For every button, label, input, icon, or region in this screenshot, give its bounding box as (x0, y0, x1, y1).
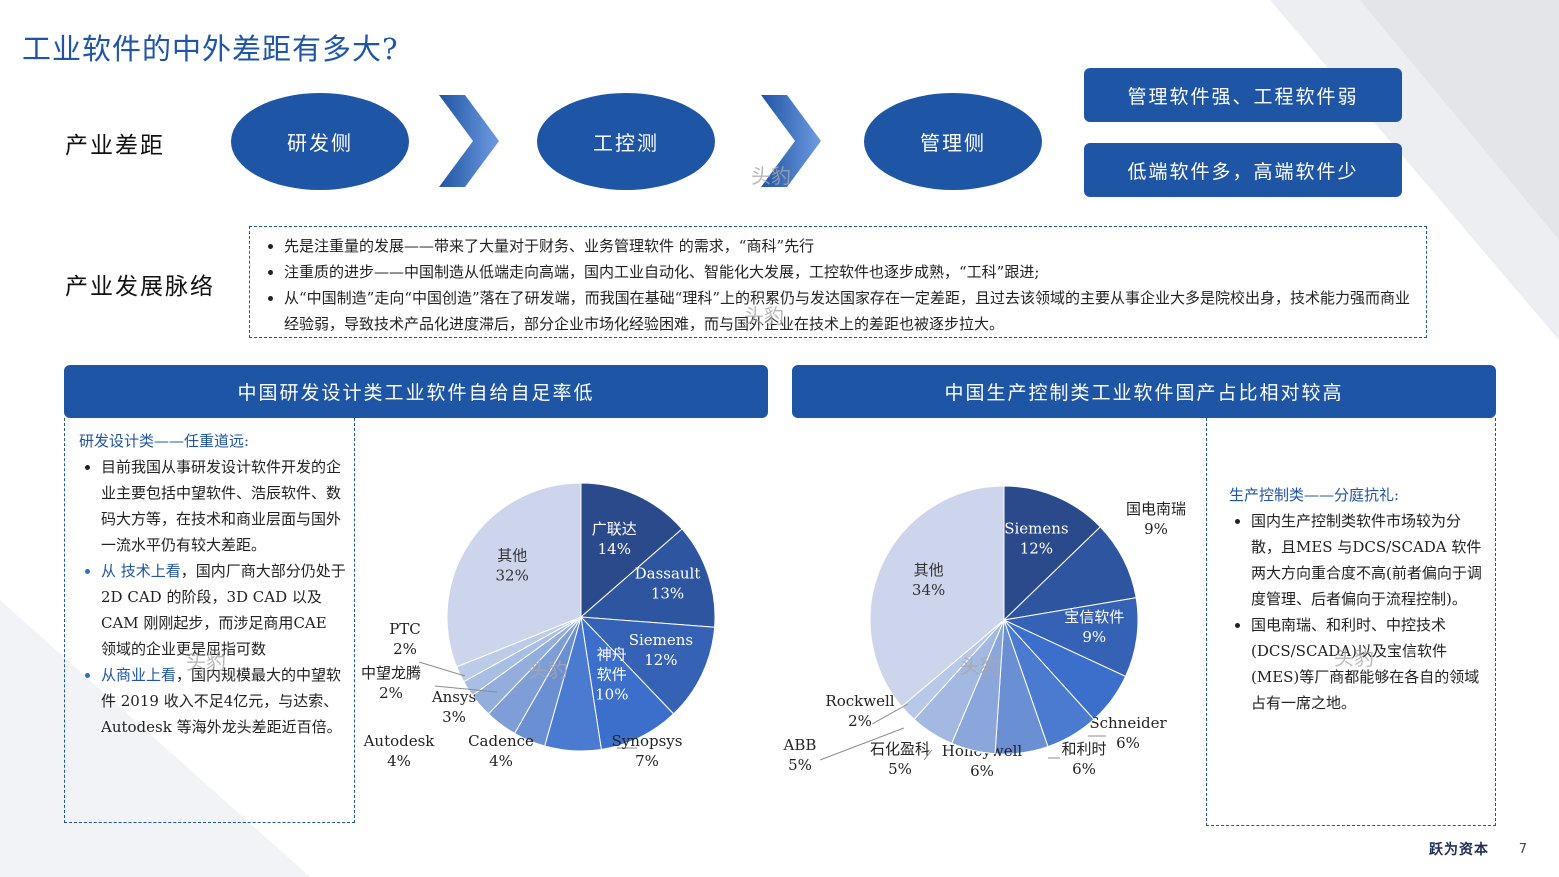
rd-heading: 研发设计类——任重道远: (79, 432, 250, 450)
rd-item-1-text: 目前我国从事研发设计软件开发的企业主要包括中望软件、浩辰软件、数码大方等，在技术… (101, 458, 342, 554)
control-text-panel: 生产控制类——分庭抗礼: 国内生产控制类软件市场较为分散，且MES 与DCS/S… (1206, 418, 1496, 826)
slice-label: Siemens 12% (629, 631, 693, 669)
slice-label: PTC 2% (389, 620, 421, 658)
control-heading: 生产控制类——分庭抗礼: (1229, 486, 1400, 504)
watermark: 头豹 (960, 654, 1000, 678)
pie-slice (446, 482, 582, 668)
watermark: 头豹 (744, 304, 784, 328)
brand-logo: 跃为资本 (1429, 842, 1489, 858)
slice-label: 广联达 14% (592, 520, 637, 558)
control-item-2: 国电南瑞、和利时、中控技术(DCS/SCADA)以及宝信软件 (MES)等厂商都… (1251, 612, 1487, 716)
pie-slice (1003, 485, 1102, 622)
watermark: 头豹 (186, 650, 226, 674)
pie-slice (869, 485, 1005, 708)
page-number: 7 (1518, 842, 1527, 857)
slice-label: 其他 32% (496, 546, 529, 584)
development-row-label: 产业发展脉络 (65, 274, 215, 300)
rd-software-pie-chart: 广联达 14% Dassault 13% Siemens 12%神舟软件 10% Synops… (361, 482, 716, 770)
pie-slice (579, 528, 716, 628)
leader-line (923, 749, 933, 761)
control-item-1: 国内生产控制类软件市场较为分散，且MES 与DCS/SCADA 软件两大方向重合… (1251, 508, 1487, 612)
slice-label: Rockwell 2% (825, 692, 894, 730)
leader-line (434, 685, 498, 693)
pie-slice (1002, 597, 1139, 678)
rd-item-3-highlight: 从商业上看 (101, 666, 177, 684)
chevron-right-icon (761, 95, 821, 187)
slice-label: Siemens 12% (1004, 520, 1068, 558)
slice-label: 神舟软件 10% (595, 646, 628, 704)
watermark: 头豹 (528, 658, 568, 682)
slice-label: 中望龙腾 2% (361, 664, 421, 702)
watermark: 头豹 (1334, 646, 1374, 670)
slice-label: 其他 34% (912, 561, 945, 599)
stage-rd: 研发侧 (231, 93, 409, 190)
development-bullets: 先是注重量的发展——带来了大量对于财务、业务管理软件 的需求，“商科”先行 注重… (249, 226, 1427, 338)
slice-label: 宝信软件 9% (1064, 608, 1124, 646)
right-banner: 中国生产控制类工业软件国产占比相对较高 (792, 365, 1496, 418)
conclusion-box-1: 管理软件强、工程软件弱 (1084, 68, 1402, 122)
pie-slice (580, 615, 675, 751)
chevron-right-icon (439, 95, 499, 187)
rd-item-3: 从商业上看，国内规模最大的中望软件 2019 收入不足4亿元，与达索、Autod… (101, 662, 346, 740)
slice-label: Ansys 3% (431, 688, 476, 726)
slice-label: Autodesk 4% (363, 732, 436, 770)
slice-label: 石化盈科 5% (870, 740, 930, 778)
conclusion-box-2: 低端软件多，高端软件少 (1084, 143, 1402, 197)
control-software-pie-chart: Siemens12%国电南瑞9%宝信软件9%Schneider6%和利时6%Ho… (783, 485, 1186, 780)
leader-line (871, 703, 909, 725)
slice-label: Dassault 13% (635, 564, 701, 602)
pie-slice (580, 482, 683, 619)
slice-label: Cadence 4% (468, 732, 534, 770)
slice-label: Synopsys 7% (612, 732, 683, 770)
gap-row-label: 产业差距 (65, 133, 165, 159)
development-bullet-2: 注重质的进步——中国制造从低端走向高端，国内工业自动化、智能化大发展，工控软件也… (284, 259, 1416, 285)
page-title: 工业软件的中外差距有多大? (22, 32, 399, 66)
watermark: 头豹 (751, 164, 791, 188)
stage-management: 管理侧 (864, 93, 1042, 190)
leader-line (418, 661, 466, 677)
rd-item-3-text: ，国内规模最大的中望软件 2019 收入不足4亿元，与达索、Autodesk 等… (101, 666, 342, 736)
slice-label: Schneider 6% (1089, 714, 1167, 752)
pie-slice (1002, 526, 1137, 621)
rd-item-2-text: ，国内厂商大部分仍处于2D CAD 的阶段，3D CAD 以及CAM 刚刚起步，… (101, 562, 346, 658)
rd-text-panel: 研发设计类——任重道远: 目前我国从事研发设计软件开发的企业主要包括中望软件、浩… (64, 418, 355, 823)
pie-slice (579, 616, 716, 715)
rd-item-2-highlight: 从 技术上看 (101, 562, 181, 580)
slice-label: 国电南瑞 9% (1126, 500, 1186, 538)
rd-item-2: 从 技术上看，国内厂商大部分仍处于2D CAD 的阶段，3D CAD 以及CAM… (101, 558, 346, 662)
development-bullet-1: 先是注重量的发展——带来了大量对于财务、业务管理软件 的需求，“商科”先行 (284, 233, 1416, 259)
left-banner: 中国研发设计类工业软件自给自足率低 (64, 365, 768, 418)
rd-item-1: 目前我国从事研发设计软件开发的企业主要包括中望软件、浩辰软件、数码大方等，在技术… (101, 454, 346, 558)
development-bullet-3: 从“中国制造”走向“中国创造”落在了研发端，而我国在基础“理科”上的积累仍与发达… (284, 285, 1416, 337)
slice-label: 和利时 6% (1061, 740, 1106, 778)
slice-label: ABB 5% (783, 736, 817, 774)
leader-line (819, 727, 905, 761)
stage-control: 工控测 (537, 93, 715, 190)
